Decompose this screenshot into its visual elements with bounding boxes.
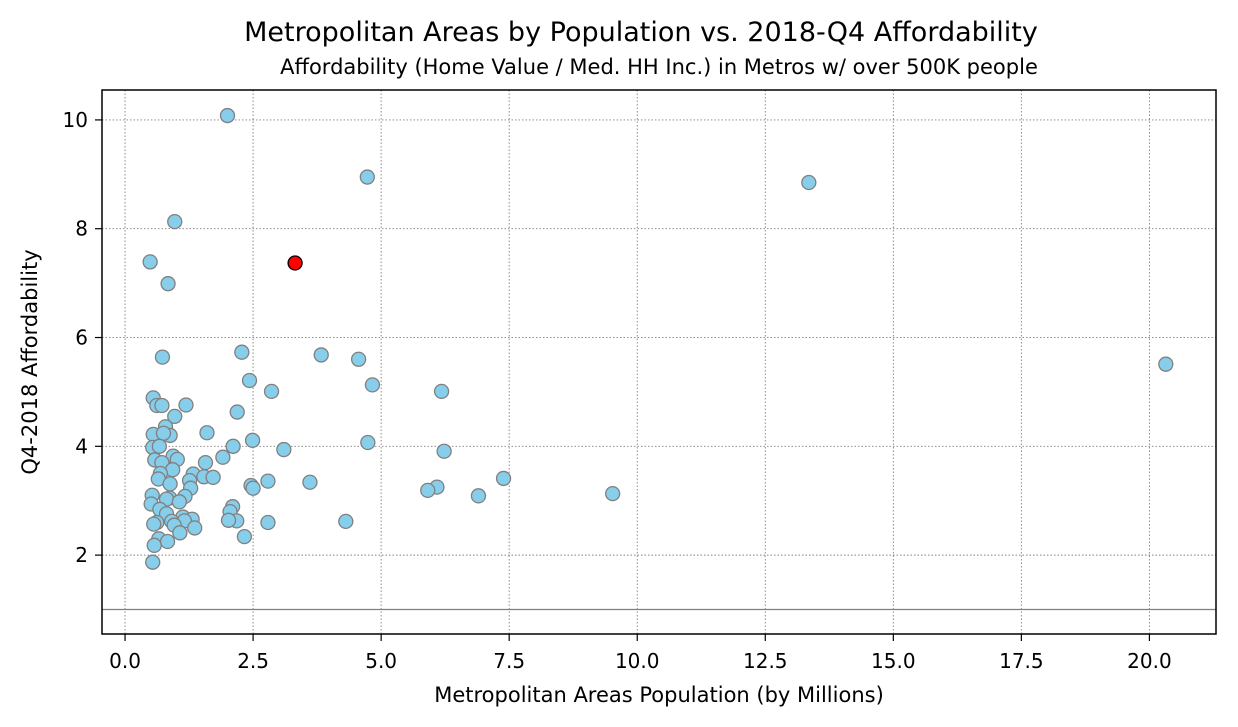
- data-point: [162, 476, 178, 492]
- data-point: [167, 213, 183, 230]
- data-point: [229, 404, 245, 420]
- x-axis-label: Metropolitan Areas Population (by Millio…: [434, 683, 884, 707]
- x-tick-label: 7.5: [493, 649, 525, 673]
- data-point: [313, 347, 329, 363]
- data-point: [154, 397, 170, 414]
- data-point: [260, 473, 276, 489]
- data-point: [360, 434, 376, 451]
- x-tick-label: 0.0: [109, 649, 141, 673]
- data-point: [167, 408, 183, 425]
- data-point: [276, 441, 292, 458]
- data-point: [178, 397, 194, 413]
- x-tick-label: 2.5: [237, 649, 269, 673]
- y-tick-label: 6: [75, 326, 88, 350]
- data-point: [436, 443, 452, 459]
- data-point: [160, 276, 176, 292]
- y-tick-label: 2: [75, 543, 88, 567]
- data-point: [364, 377, 381, 393]
- y-axis-label: Q4-2018 Affordability: [18, 249, 42, 474]
- data-point: [234, 344, 250, 360]
- data-point: [145, 554, 161, 570]
- data-point: [199, 425, 215, 441]
- data-point: [197, 454, 214, 471]
- data-point: [155, 425, 172, 441]
- data-point: [260, 514, 276, 531]
- data-point: [172, 525, 188, 541]
- x-tick-label: 5.0: [365, 649, 397, 673]
- data-point: [236, 528, 253, 545]
- plot-area-frame: [101, 89, 1217, 635]
- data-point: [159, 533, 176, 550]
- grid: [102, 90, 1216, 634]
- data-point: [470, 488, 487, 504]
- data-point: [146, 516, 162, 532]
- x-tick-label: 20.0: [1127, 649, 1172, 673]
- data-point: [495, 470, 512, 487]
- data-point: [187, 520, 203, 536]
- data-point: [219, 107, 236, 124]
- data-point: [263, 383, 280, 400]
- x-tick-label: 15.0: [871, 649, 916, 673]
- data-point: [146, 537, 162, 553]
- data-point: [142, 254, 158, 270]
- data-point: [154, 349, 171, 365]
- data-point: [220, 512, 237, 528]
- data-point: [151, 438, 168, 454]
- x-tick-label: 12.5: [743, 649, 788, 673]
- data-point: [433, 383, 450, 400]
- data-point: [245, 480, 261, 496]
- x-axis-ticks: 0.0 2.5 5.0 7.5 10.0 12.5 15.0 17.5 20.0: [109, 634, 1172, 673]
- y-tick-label: 10: [63, 108, 88, 132]
- y-axis-ticks: 2 4 6 8 10: [63, 108, 102, 567]
- highlighted-data-point: [287, 255, 303, 271]
- data-point: [1158, 356, 1174, 372]
- data-point: [171, 494, 187, 510]
- x-tick-label: 10.0: [615, 649, 660, 673]
- data-point: [338, 513, 354, 530]
- y-tick-label: 4: [75, 434, 88, 458]
- chart-title: Metropolitan Areas by Population vs. 201…: [244, 17, 1038, 48]
- data-points: [142, 107, 1174, 570]
- data-point: [350, 351, 367, 367]
- data-point: [225, 438, 241, 454]
- data-point: [801, 174, 817, 191]
- data-point: [241, 372, 258, 389]
- data-point: [244, 432, 261, 448]
- y-tick-label: 8: [75, 217, 88, 241]
- data-point: [420, 482, 436, 499]
- chart-subtitle: Affordability (Home Value / Med. HH Inc.…: [280, 55, 1038, 79]
- data-point: [359, 169, 375, 185]
- x-tick-label: 17.5: [999, 649, 1044, 673]
- data-point: [205, 469, 221, 485]
- data-point: [604, 485, 621, 502]
- data-point: [302, 474, 318, 490]
- data-point: [215, 449, 231, 465]
